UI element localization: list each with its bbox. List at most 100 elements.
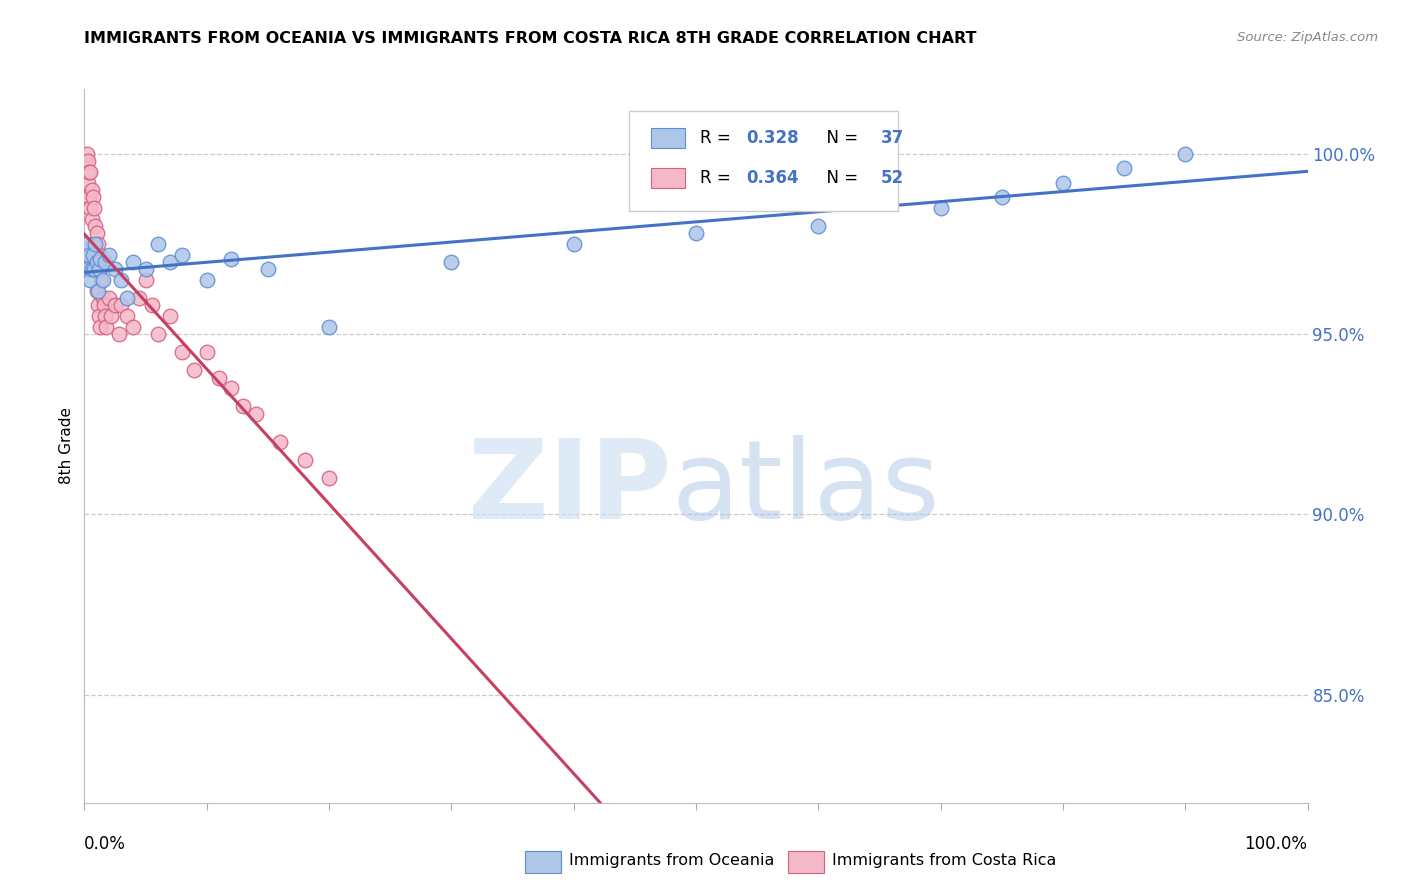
Point [135,262,157,277]
Point [80,211,103,226]
Point [87,262,110,277]
Point [232,400,254,414]
Text: Immigrants from Oceania: Immigrants from Oceania [569,853,775,868]
Text: 37: 37 [880,128,904,146]
FancyBboxPatch shape [651,128,685,148]
Point [146,237,169,252]
Point [82,237,104,252]
Point [122,255,145,269]
Point [83,201,105,215]
Point [94,310,117,324]
Point [195,273,218,287]
Point [104,262,127,277]
Point [86,284,108,298]
Text: R =: R = [700,169,735,187]
Point [94,255,117,269]
Point [318,471,340,485]
Point [122,320,145,334]
Point [128,291,150,305]
Point [76,255,98,269]
Point [929,201,952,215]
Point [77,190,100,204]
Point [79,201,101,215]
Point [84,219,107,234]
Point [135,273,157,287]
Point [75,237,97,252]
Point [76,147,98,161]
Text: 0.364: 0.364 [747,169,799,187]
Point [80,262,103,277]
Point [1174,147,1197,161]
Point [685,227,707,241]
Point [87,237,110,252]
Point [84,262,107,277]
Text: atlas: atlas [672,435,941,542]
Point [76,165,98,179]
Point [440,255,463,269]
Point [562,237,585,252]
Point [77,154,100,169]
Text: Source: ZipAtlas.com: Source: ZipAtlas.com [1237,31,1378,45]
Point [110,273,132,287]
Point [86,227,108,241]
Point [159,310,181,324]
Text: N =: N = [815,169,863,187]
Point [115,291,138,305]
Point [86,255,108,269]
Point [1052,176,1074,190]
Point [75,154,97,169]
Point [89,262,111,277]
Point [77,248,100,262]
Text: N =: N = [815,128,863,146]
Point [79,165,101,179]
Point [141,298,163,312]
Point [82,190,104,204]
Point [77,262,100,277]
Point [90,273,112,287]
Point [183,363,205,377]
Point [159,255,181,269]
Point [82,248,104,262]
Point [807,219,830,234]
Point [104,298,127,312]
Point [87,284,110,298]
Text: 52: 52 [880,169,904,187]
Text: R =: R = [700,128,735,146]
Point [107,327,129,342]
Point [219,252,242,266]
Text: Immigrants from Costa Rica: Immigrants from Costa Rica [832,853,1056,868]
FancyBboxPatch shape [651,169,685,188]
Point [93,298,115,312]
Point [77,176,100,190]
Point [80,183,103,197]
Point [146,327,169,342]
Y-axis label: 8th Grade: 8th Grade [59,408,75,484]
Point [96,320,118,334]
Point [318,320,340,334]
Point [219,381,242,395]
Point [83,248,105,262]
Point [208,370,231,384]
Point [87,298,110,312]
FancyBboxPatch shape [524,851,561,872]
Point [89,252,111,266]
Point [83,262,105,277]
Point [100,310,122,324]
Point [87,310,110,324]
Point [195,345,218,359]
Point [84,237,107,252]
Point [79,273,101,287]
Point [97,291,120,305]
Point [245,407,267,421]
Text: 0.328: 0.328 [747,128,799,146]
Text: IMMIGRANTS FROM OCEANIA VS IMMIGRANTS FROM COSTA RICA 8TH GRADE CORRELATION CHAR: IMMIGRANTS FROM OCEANIA VS IMMIGRANTS FR… [84,31,977,46]
Point [991,190,1014,204]
Point [172,345,194,359]
Point [91,273,114,287]
Point [77,165,100,179]
Point [110,298,132,312]
Point [269,435,291,450]
FancyBboxPatch shape [787,851,824,872]
Text: ZIP: ZIP [468,435,672,542]
Point [87,248,110,262]
